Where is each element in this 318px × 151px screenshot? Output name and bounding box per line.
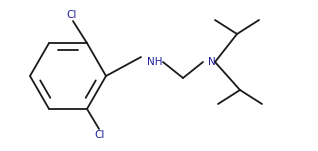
Text: N: N [208,57,216,67]
Text: Cl: Cl [67,10,77,20]
Text: NH: NH [147,57,162,67]
Text: Cl: Cl [95,130,105,140]
